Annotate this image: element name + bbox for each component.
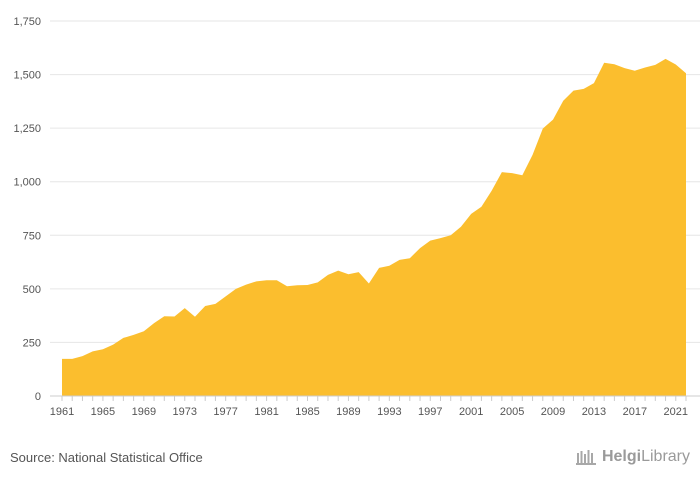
x-axis-ticks: 1961 1965 1969 1973 1977 1981 1985 1989 1993 1997… — [50, 396, 688, 418]
y-tick-label: 250 — [23, 337, 41, 349]
x-tick-label: 1973 — [173, 406, 197, 418]
y-tick-label: 750 — [23, 230, 41, 242]
y-tick-label: 1,000 — [13, 177, 41, 189]
x-tick-label: 2017 — [623, 406, 647, 418]
x-tick-label: 1969 — [132, 406, 156, 418]
y-tick-label: 1,750 — [13, 16, 41, 28]
x-tick-label: 1977 — [213, 406, 237, 418]
chart-footer: Source: National Statistical Office Helg… — [0, 440, 700, 483]
logo-text-helgi: Helgi — [601, 448, 642, 465]
x-tick-label: 1997 — [418, 406, 442, 418]
logo-text-library: Library — [641, 448, 690, 465]
x-tick-label: 2005 — [500, 406, 524, 418]
source-note: Source: National Statistical Office — [10, 450, 203, 465]
y-tick-label: 0 — [35, 391, 41, 403]
x-tick-label: 1993 — [377, 406, 401, 418]
x-tick-label: 2013 — [582, 406, 606, 418]
x-tick-label: 2021 — [664, 406, 688, 418]
grid-lines — [50, 20, 700, 343]
x-tick-label: 1961 — [50, 406, 74, 418]
y-tick-label: 500 — [23, 284, 41, 296]
x-tick-label: 1981 — [254, 406, 278, 418]
x-tick-label: 2009 — [541, 406, 565, 418]
y-axis-tick-labels: 0 250 500 750 1,000 1,250 1,500 1,750 — [13, 16, 41, 403]
helgi-library-logo: HelgiLibrary — [575, 448, 690, 466]
y-tick-label: 1,500 — [13, 70, 41, 82]
x-tick-label: 1965 — [91, 406, 115, 418]
y-tick-label: 1,250 — [13, 123, 41, 135]
x-tick-label: 1989 — [336, 406, 360, 418]
x-tick-label: 2001 — [459, 406, 483, 418]
helgi-library-logo-icon — [575, 450, 596, 465]
x-tick-label: 1985 — [295, 406, 319, 418]
series-area — [62, 58, 686, 397]
